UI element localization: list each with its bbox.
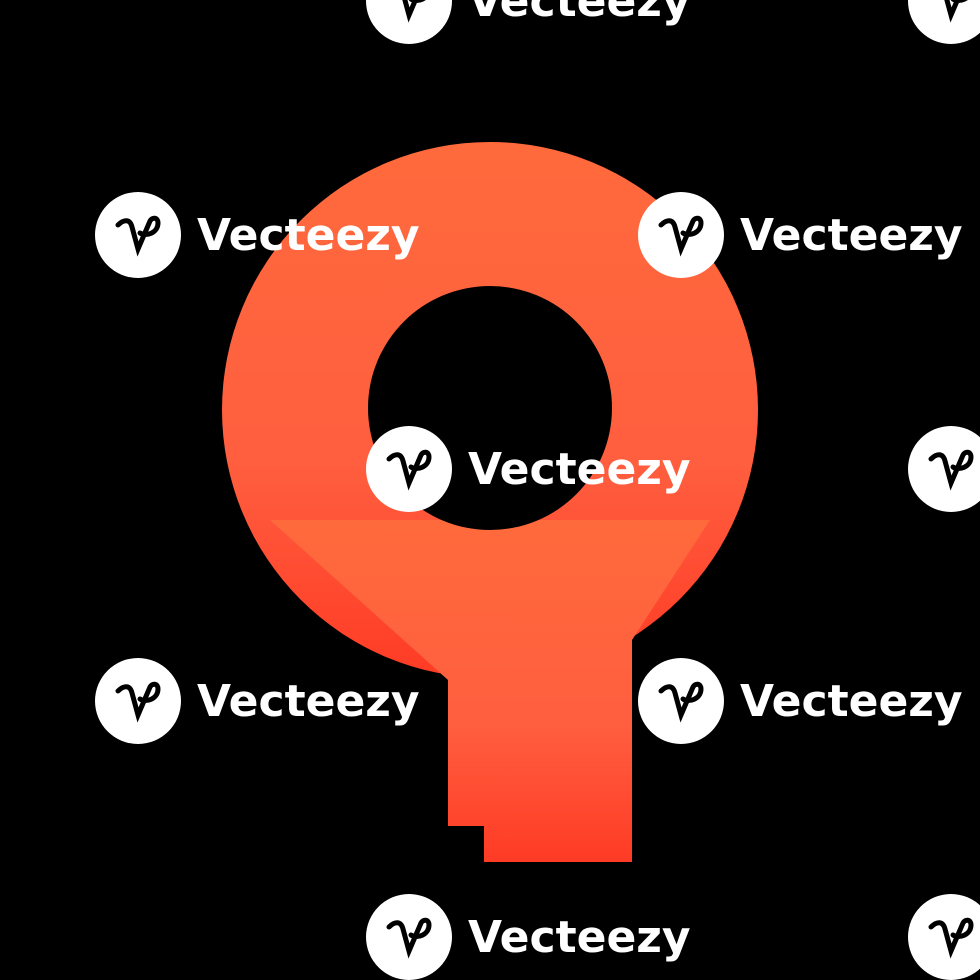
vecteezy-logo-icon xyxy=(638,192,724,278)
watermark: Vecteezy xyxy=(95,656,420,746)
vecteezy-logo-icon xyxy=(95,658,181,744)
watermark: Vecteezy xyxy=(908,892,980,980)
pin-tail xyxy=(270,520,710,862)
vecteezy-logo-icon xyxy=(908,894,980,980)
vecteezy-logo-icon xyxy=(366,894,452,980)
vecteezy-logo-icon xyxy=(366,426,452,512)
watermark: Vecteezy xyxy=(366,424,691,514)
watermark: Vecteezy xyxy=(908,424,980,514)
watermark-text: Vecteezy xyxy=(197,209,420,261)
vecteezy-logo-icon xyxy=(638,658,724,744)
watermark-text: Vecteezy xyxy=(468,911,691,963)
vecteezy-logo-icon xyxy=(908,426,980,512)
watermark-text: Vecteezy xyxy=(468,443,691,495)
watermark-text: Vecteezy xyxy=(197,675,420,727)
vecteezy-logo-icon xyxy=(366,0,452,44)
vecteezy-logo-icon xyxy=(908,0,980,44)
watermark-text: Vecteezy xyxy=(468,0,691,27)
watermark: Vecteezy xyxy=(366,892,691,980)
vecteezy-logo-icon xyxy=(95,192,181,278)
watermark: Vecteezy xyxy=(95,190,420,280)
watermark-text: Vecteezy xyxy=(740,209,963,261)
watermark: Vecteezy xyxy=(908,0,980,46)
watermark-text: Vecteezy xyxy=(740,675,963,727)
watermark: Vecteezy xyxy=(366,0,691,46)
watermark: Vecteezy xyxy=(638,190,963,280)
watermark: Vecteezy xyxy=(638,656,963,746)
